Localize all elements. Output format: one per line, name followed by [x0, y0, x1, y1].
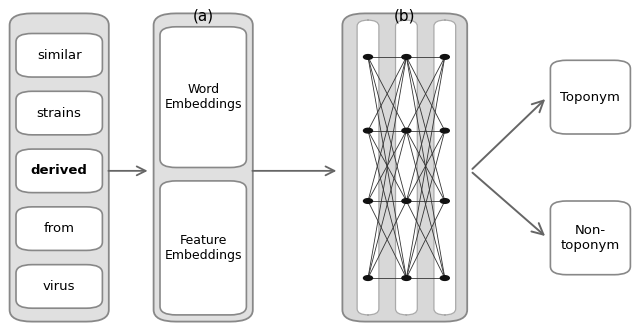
- Text: Feature
Embeddings: Feature Embeddings: [164, 234, 242, 262]
- Text: virus: virus: [43, 280, 76, 293]
- Circle shape: [440, 55, 449, 59]
- FancyBboxPatch shape: [160, 27, 246, 168]
- FancyBboxPatch shape: [357, 20, 379, 315]
- Text: from: from: [44, 222, 75, 235]
- FancyBboxPatch shape: [342, 13, 467, 322]
- Circle shape: [364, 276, 372, 280]
- Circle shape: [440, 276, 449, 280]
- Circle shape: [402, 276, 411, 280]
- Circle shape: [440, 199, 449, 203]
- FancyBboxPatch shape: [16, 265, 102, 308]
- Text: (b): (b): [394, 8, 415, 23]
- FancyBboxPatch shape: [10, 13, 109, 322]
- FancyBboxPatch shape: [160, 181, 246, 315]
- Text: Word
Embeddings: Word Embeddings: [164, 83, 242, 111]
- Circle shape: [364, 55, 372, 59]
- FancyBboxPatch shape: [16, 91, 102, 135]
- FancyBboxPatch shape: [16, 149, 102, 193]
- FancyBboxPatch shape: [154, 13, 253, 322]
- Circle shape: [402, 199, 411, 203]
- FancyBboxPatch shape: [396, 20, 417, 315]
- FancyBboxPatch shape: [434, 20, 456, 315]
- FancyBboxPatch shape: [550, 201, 630, 275]
- Circle shape: [402, 128, 411, 133]
- Text: derived: derived: [31, 164, 88, 177]
- Circle shape: [364, 128, 372, 133]
- Text: strains: strains: [36, 107, 82, 120]
- Text: Non-
toponym: Non- toponym: [561, 224, 620, 252]
- FancyBboxPatch shape: [550, 60, 630, 134]
- Circle shape: [364, 199, 372, 203]
- Text: similar: similar: [37, 49, 81, 62]
- Circle shape: [402, 55, 411, 59]
- Circle shape: [440, 128, 449, 133]
- Text: (a): (a): [193, 8, 214, 23]
- FancyBboxPatch shape: [16, 207, 102, 251]
- Text: Toponym: Toponym: [561, 91, 620, 104]
- FancyBboxPatch shape: [16, 34, 102, 77]
